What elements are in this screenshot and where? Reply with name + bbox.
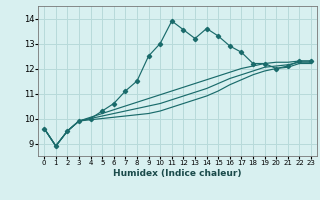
X-axis label: Humidex (Indice chaleur): Humidex (Indice chaleur): [113, 169, 242, 178]
